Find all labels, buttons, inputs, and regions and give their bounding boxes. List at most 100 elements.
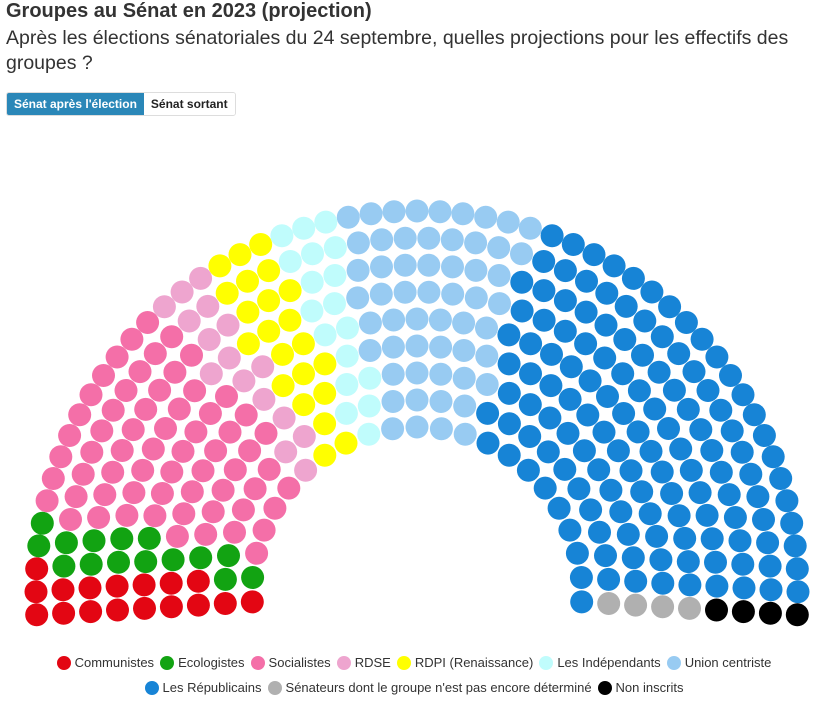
seat[interactable] — [92, 364, 115, 387]
seat[interactable] — [238, 439, 262, 463]
seat[interactable] — [393, 280, 417, 304]
seat[interactable] — [357, 394, 381, 418]
seat[interactable] — [51, 578, 75, 602]
seat[interactable] — [650, 460, 674, 484]
seat[interactable] — [597, 567, 621, 591]
seat[interactable] — [313, 443, 337, 467]
seat[interactable] — [131, 458, 155, 482]
seat[interactable] — [575, 269, 598, 293]
seat[interactable] — [218, 420, 242, 444]
seat[interactable] — [121, 418, 145, 442]
seat[interactable] — [114, 379, 138, 402]
seat[interactable] — [405, 361, 429, 385]
seat[interactable] — [624, 569, 648, 593]
seat[interactable] — [101, 398, 125, 422]
seat[interactable] — [429, 335, 453, 359]
seat[interactable] — [154, 417, 177, 440]
seat[interactable] — [186, 569, 210, 593]
seat[interactable] — [669, 437, 693, 461]
seat[interactable] — [251, 355, 275, 379]
seat[interactable] — [731, 600, 755, 624]
seat[interactable] — [271, 374, 295, 398]
seat[interactable] — [720, 419, 744, 443]
seat[interactable] — [335, 344, 359, 368]
seat[interactable] — [558, 518, 582, 542]
seat[interactable] — [313, 412, 337, 436]
seat[interactable] — [547, 496, 571, 520]
seat[interactable] — [300, 270, 324, 294]
seat[interactable] — [245, 541, 269, 565]
seat[interactable] — [27, 534, 51, 558]
seat[interactable] — [215, 385, 238, 408]
seat[interactable] — [674, 311, 698, 334]
seat[interactable] — [639, 439, 663, 463]
seat[interactable] — [594, 544, 617, 568]
seat[interactable] — [243, 477, 267, 501]
seat[interactable] — [759, 578, 783, 602]
seat[interactable] — [679, 458, 703, 482]
seat[interactable] — [453, 394, 477, 418]
seat[interactable] — [497, 352, 521, 376]
seat[interactable] — [487, 236, 511, 260]
seat[interactable] — [728, 529, 752, 553]
seat[interactable] — [510, 242, 533, 266]
seat[interactable] — [35, 489, 59, 513]
seat[interactable] — [582, 243, 606, 267]
seat[interactable] — [405, 307, 429, 331]
seat[interactable] — [215, 281, 239, 305]
seat[interactable] — [323, 264, 347, 287]
seat[interactable] — [82, 529, 106, 553]
seat[interactable] — [160, 325, 184, 349]
seat[interactable] — [510, 299, 534, 323]
seat[interactable] — [165, 524, 189, 548]
seat[interactable] — [257, 259, 281, 283]
seat[interactable] — [553, 319, 577, 343]
seat[interactable] — [300, 299, 324, 323]
seat[interactable] — [369, 282, 393, 306]
seat[interactable] — [651, 571, 675, 595]
seat[interactable] — [90, 419, 114, 443]
seat[interactable] — [633, 309, 657, 333]
seat[interactable] — [204, 439, 228, 463]
seat[interactable] — [278, 308, 302, 332]
seat[interactable] — [651, 595, 675, 619]
seat[interactable] — [709, 460, 733, 484]
seat[interactable] — [602, 254, 626, 278]
seat[interactable] — [252, 387, 276, 411]
seat[interactable] — [630, 480, 654, 504]
seat[interactable] — [232, 369, 256, 393]
seat[interactable] — [211, 478, 235, 502]
seat[interactable] — [346, 286, 370, 310]
legend-item[interactable]: Ecologistes — [160, 652, 245, 674]
seat[interactable] — [587, 458, 611, 482]
seat[interactable] — [201, 500, 225, 524]
seat[interactable] — [572, 439, 596, 463]
seat[interactable] — [161, 548, 185, 572]
seat[interactable] — [194, 522, 218, 546]
seat[interactable] — [270, 224, 294, 248]
seat[interactable] — [532, 279, 556, 303]
seat[interactable] — [567, 477, 591, 501]
seat[interactable] — [292, 216, 316, 240]
seat[interactable] — [709, 398, 733, 422]
seat[interactable] — [742, 403, 766, 427]
seat[interactable] — [574, 332, 598, 356]
seat[interactable] — [106, 598, 129, 622]
seat[interactable] — [148, 378, 172, 402]
seat[interactable] — [370, 228, 394, 252]
seat[interactable] — [167, 397, 191, 421]
seat[interactable] — [197, 328, 221, 351]
seat[interactable] — [231, 498, 255, 522]
seat[interactable] — [476, 431, 500, 455]
seat[interactable] — [160, 460, 184, 484]
seat[interactable] — [662, 378, 686, 402]
seat[interactable] — [746, 485, 770, 509]
seat[interactable] — [24, 580, 48, 604]
seat[interactable] — [223, 520, 246, 544]
seat[interactable] — [761, 445, 785, 469]
seat[interactable] — [336, 316, 359, 340]
seat[interactable] — [588, 520, 611, 544]
seat[interactable] — [428, 308, 452, 332]
seat[interactable] — [619, 459, 643, 483]
seat[interactable] — [752, 424, 776, 447]
